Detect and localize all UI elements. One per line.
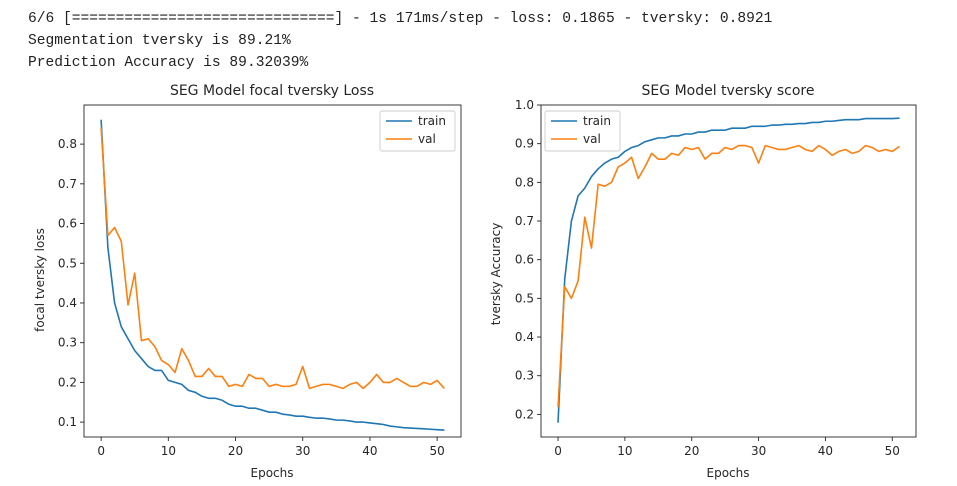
loss-chart-xlabel: Epochs (251, 466, 294, 480)
score-ytick-label: 0.8 (515, 175, 534, 189)
loss-ytick-label: 0.6 (58, 217, 77, 231)
loss-ytick-label: 0.8 (58, 137, 77, 151)
score-legend-label-train: train (583, 114, 611, 128)
loss-xtick-label: 50 (430, 444, 445, 458)
loss-series-train-line (100, 119, 445, 431)
loss-chart-ylabel: focal tversky loss (33, 228, 47, 332)
loss-chart-title: SEG Model focal tversky Loss (170, 83, 374, 99)
score-xtick-label: 50 (885, 444, 900, 458)
console-line-progress: 6/6 [==============================] - 1… (28, 11, 773, 27)
loss-chart: SEG Model focal tversky Loss Epochs foca… (33, 83, 462, 480)
score-ytick-label: 0.3 (515, 369, 534, 383)
loss-legend-label-train: train (418, 114, 446, 128)
console-line-accuracy: Prediction Accuracy is 89.32039% (28, 55, 309, 71)
score-chart-xlabel: Epochs (707, 466, 750, 480)
score-legend: train val (544, 110, 621, 152)
score-xtick-label: 0 (554, 444, 562, 458)
loss-ytick-label: 0.3 (58, 336, 77, 350)
loss-ytick-label: 0.5 (58, 256, 77, 270)
score-chart-ylabel: tversky Accuracy (489, 223, 503, 326)
loss-ytick-label: 0.2 (58, 375, 77, 389)
score-ytick-label: 0.6 (515, 253, 534, 267)
score-ytick-label: 0.5 (515, 291, 534, 305)
score-ytick-label: 1.0 (515, 98, 534, 112)
score-plot-frame (540, 104, 917, 438)
loss-ytick-label: 0.7 (58, 177, 77, 191)
score-xtick-label: 10 (617, 444, 632, 458)
score-series-val-line (557, 144, 900, 408)
loss-xtick-label: 0 (97, 444, 105, 458)
score-legend-label-val: val (583, 132, 601, 146)
score-series-train-line (557, 117, 900, 423)
console-output: 6/6 [==============================] - 1… (28, 8, 772, 74)
loss-plot-frame (83, 104, 462, 438)
score-xtick-label: 20 (684, 444, 699, 458)
score-chart: SEG Model tversky score Epochs tversky A… (489, 83, 917, 480)
loss-xtick-label: 30 (295, 444, 310, 458)
loss-ytick-label: 0.4 (58, 296, 77, 310)
score-ytick-label: 0.9 (515, 137, 534, 151)
console-line-segmentation: Segmentation tversky is 89.21% (28, 33, 291, 49)
loss-series-val-line (100, 127, 445, 390)
loss-xtick-label: 20 (228, 444, 243, 458)
score-ytick-label: 0.2 (515, 407, 534, 421)
loss-legend-label-val: val (418, 132, 436, 146)
score-xtick-label: 40 (818, 444, 833, 458)
loss-xtick-label: 40 (362, 444, 377, 458)
score-chart-title: SEG Model tversky score (642, 83, 815, 99)
loss-ytick-label: 0.1 (58, 415, 77, 429)
loss-xtick-label: 10 (161, 444, 176, 458)
loss-legend: train val (379, 110, 456, 152)
score-ytick-label: 0.7 (515, 214, 534, 228)
score-xtick-label: 30 (751, 444, 766, 458)
score-ytick-label: 0.4 (515, 330, 534, 344)
